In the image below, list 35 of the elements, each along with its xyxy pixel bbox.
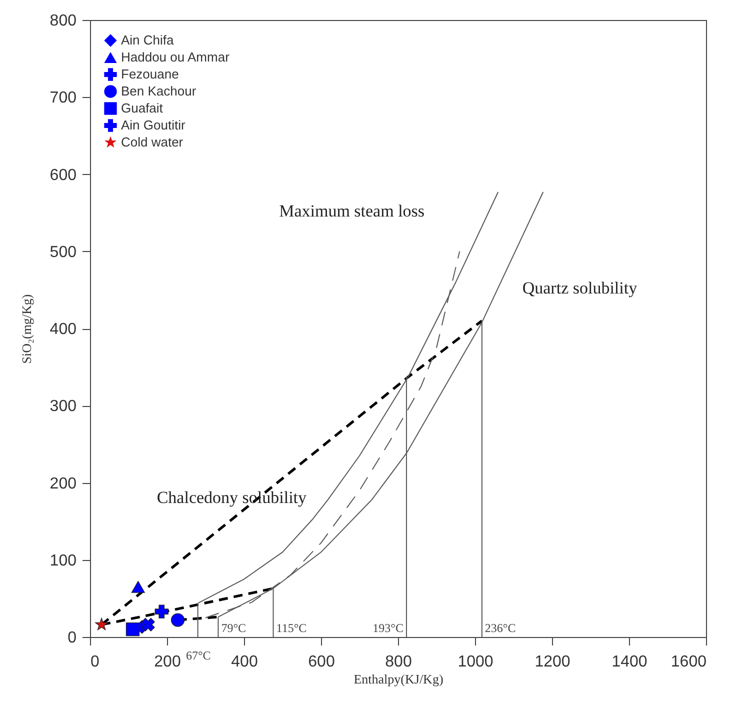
x-tick-label: 400 (231, 654, 258, 670)
x-tick-label: 0 (90, 654, 100, 670)
annotation: 236°C (484, 621, 516, 635)
y-tick-label: 0 (68, 630, 77, 646)
annotation: Quartz solubility (522, 278, 638, 298)
legend-label: Guafait (121, 100, 164, 116)
x-tick-label: 1200 (534, 654, 570, 670)
x-tick-label: 800 (385, 654, 412, 670)
y-tick-label: 500 (50, 244, 77, 261)
y-tick-label: 200 (50, 475, 77, 492)
legend-label: Cold water (121, 134, 184, 150)
annotation: 193°C (372, 621, 404, 635)
y-tick-label: 600 (50, 166, 77, 184)
legend-label: Ben Kachour (121, 84, 197, 98)
x-tick-label: 600 (308, 654, 335, 670)
y-axis-title: SiO₂(mg/Kg) (18, 294, 34, 364)
x-axis-title: Enthalpy(KJ/Kg) (354, 672, 444, 686)
y-tick-label: 300 (50, 398, 77, 416)
annotation: 79°C (221, 621, 246, 635)
y-tick-label: 100 (50, 552, 77, 570)
x-tick-label: 1400 (612, 654, 648, 670)
annotation: Chalcedony solubility (156, 488, 308, 508)
x-tick-label: 1000 (458, 654, 494, 670)
annotation: 115°C (276, 621, 307, 635)
text: 67°C (186, 648, 211, 663)
x-tick-label: 200 (154, 654, 181, 670)
legend-label: Ain Goutitir (121, 118, 186, 132)
y-tick-label: 400 (50, 321, 77, 338)
y-tick-label: 800 (50, 12, 77, 30)
legend-label: Haddou ou Ammar (121, 50, 230, 64)
legend-label: Fezouane (121, 66, 179, 82)
legend-label: Ain Chifa (121, 32, 175, 48)
annotation: Maximum steam loss (279, 201, 425, 220)
y-tick-label: 700 (50, 90, 77, 107)
x-tick-label: 1600 (670, 654, 707, 670)
